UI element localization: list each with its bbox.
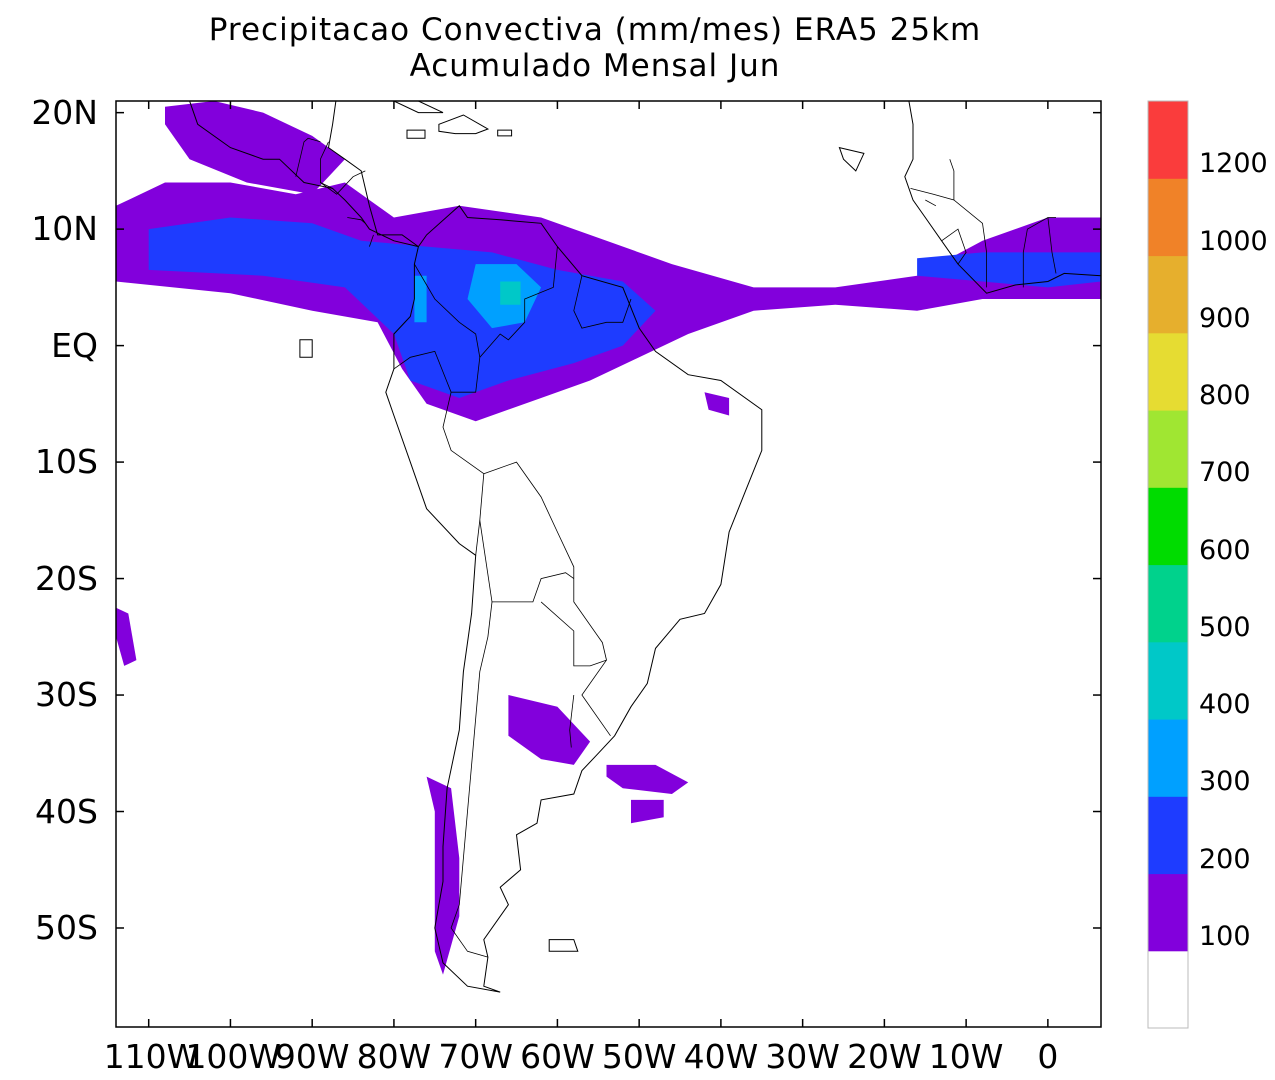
country-border-8: [569, 694, 575, 748]
lon-tick-label: 20W: [847, 1037, 922, 1076]
coastline-falklands: [548, 939, 579, 952]
colorbar-label: 900: [1199, 302, 1251, 334]
colorbar-swatch: [1148, 641, 1188, 720]
colorbar-swatch: [1148, 564, 1188, 643]
colorbar-swatch: [1148, 487, 1188, 566]
lat-tick-label: EQ: [51, 325, 98, 365]
colorbar-label: 600: [1199, 534, 1251, 566]
country-border-7: [540, 601, 607, 667]
country-border-15: [925, 199, 937, 207]
coastline-cuba: [352, 101, 444, 114]
lon-tick-label: 80W: [356, 1037, 432, 1076]
coastline-cape-verde: [838, 146, 865, 172]
precip-region-11: [414, 275, 427, 323]
colorbar-swatch: [1148, 719, 1188, 797]
lon-tick-label: 0: [1037, 1037, 1059, 1076]
precip-region-4: [606, 764, 689, 794]
lat-tick-label: 30S: [35, 675, 98, 715]
precip-region-12: [500, 281, 521, 305]
country-border-17: [1022, 217, 1056, 288]
country-border-2: [393, 350, 452, 393]
lon-tick-label: 50W: [601, 1037, 677, 1076]
lat-tick-label: 10S: [35, 442, 98, 482]
coastline-galapagos: [299, 339, 313, 358]
country-border-11: [320, 170, 366, 195]
country-border-13: [369, 234, 374, 247]
lon-tick-label: 10W: [928, 1037, 1004, 1076]
country-border-10: [295, 137, 321, 177]
lat-tick-label: 40S: [35, 791, 98, 831]
lon-tick-label: 30W: [765, 1037, 840, 1076]
colorbar-label: 1200: [1199, 148, 1268, 180]
colorbar-label: 200: [1199, 843, 1251, 875]
colorbar-label: 500: [1199, 611, 1251, 643]
lon-tick-label: 90W: [274, 1037, 350, 1076]
country-border-18: [1047, 217, 1057, 274]
lat-tick-label: 10N: [31, 209, 98, 249]
lon-tick-label: 100W: [185, 1037, 282, 1076]
lat-tick-label: 20S: [35, 558, 98, 598]
precip-region-8: [148, 217, 656, 398]
colorbar-label: 1000: [1199, 225, 1268, 257]
map-title: Precipitacao Convectiva (mm/mes) ERA5 25…: [208, 12, 982, 48]
colorbar-label: 800: [1199, 380, 1251, 411]
country-border-19: [949, 159, 955, 200]
lon-tick-label: 60W: [520, 1037, 595, 1076]
precip-region-9: [917, 252, 1101, 288]
map-frame: [115, 100, 1102, 1028]
lon-tick-label: 110W: [103, 1037, 200, 1076]
country-border-3: [573, 275, 632, 329]
lat-tick-label: 50S: [35, 907, 98, 947]
country-border-16: [941, 228, 967, 265]
colorbar-swatch: [1148, 796, 1188, 875]
coastline-puerto-rico: [497, 129, 513, 137]
precip-region-7: [704, 392, 730, 416]
colorbar-swatch: [1148, 178, 1188, 257]
lon-tick-label: 70W: [438, 1037, 513, 1076]
colorbar-swatch: [1148, 332, 1188, 411]
lon-tick-label: 40W: [683, 1037, 759, 1076]
precip-region-1: [165, 101, 345, 195]
coastline-south-america: [385, 205, 763, 993]
colorbar-swatch: [1148, 101, 1188, 179]
coastline-central-america: [189, 101, 419, 248]
country-border-14: [910, 188, 987, 288]
coastline-hispaniola: [438, 114, 490, 135]
country-border-4: [483, 461, 611, 737]
colorbar-swatch: [1148, 410, 1188, 488]
precip-region-5: [631, 799, 664, 824]
colorbar-label: 300: [1199, 766, 1251, 798]
precip-region-2: [508, 695, 591, 765]
country-border-0: [442, 246, 558, 556]
country-border-6: [450, 601, 493, 958]
map-subtitle: Acumulado Mensal Jun: [409, 48, 781, 84]
precip-region-6: [116, 607, 137, 666]
colorbar-swatch: [1148, 255, 1188, 334]
colorbar-label: 100: [1199, 920, 1251, 952]
colorbar-frame: [1147, 100, 1189, 1029]
country-border-5: [479, 520, 575, 603]
colorbar-swatch: [1148, 873, 1188, 952]
country-border-12: [347, 217, 366, 224]
country-border-9: [319, 141, 333, 189]
lat-tick-label: 20N: [31, 92, 98, 132]
country-border-1: [414, 263, 481, 358]
colorbar-label: 700: [1199, 457, 1251, 489]
colorbar-label: 400: [1199, 689, 1251, 720]
colorbar-swatch: [1148, 950, 1188, 1029]
coastline-jamaica: [406, 129, 426, 139]
